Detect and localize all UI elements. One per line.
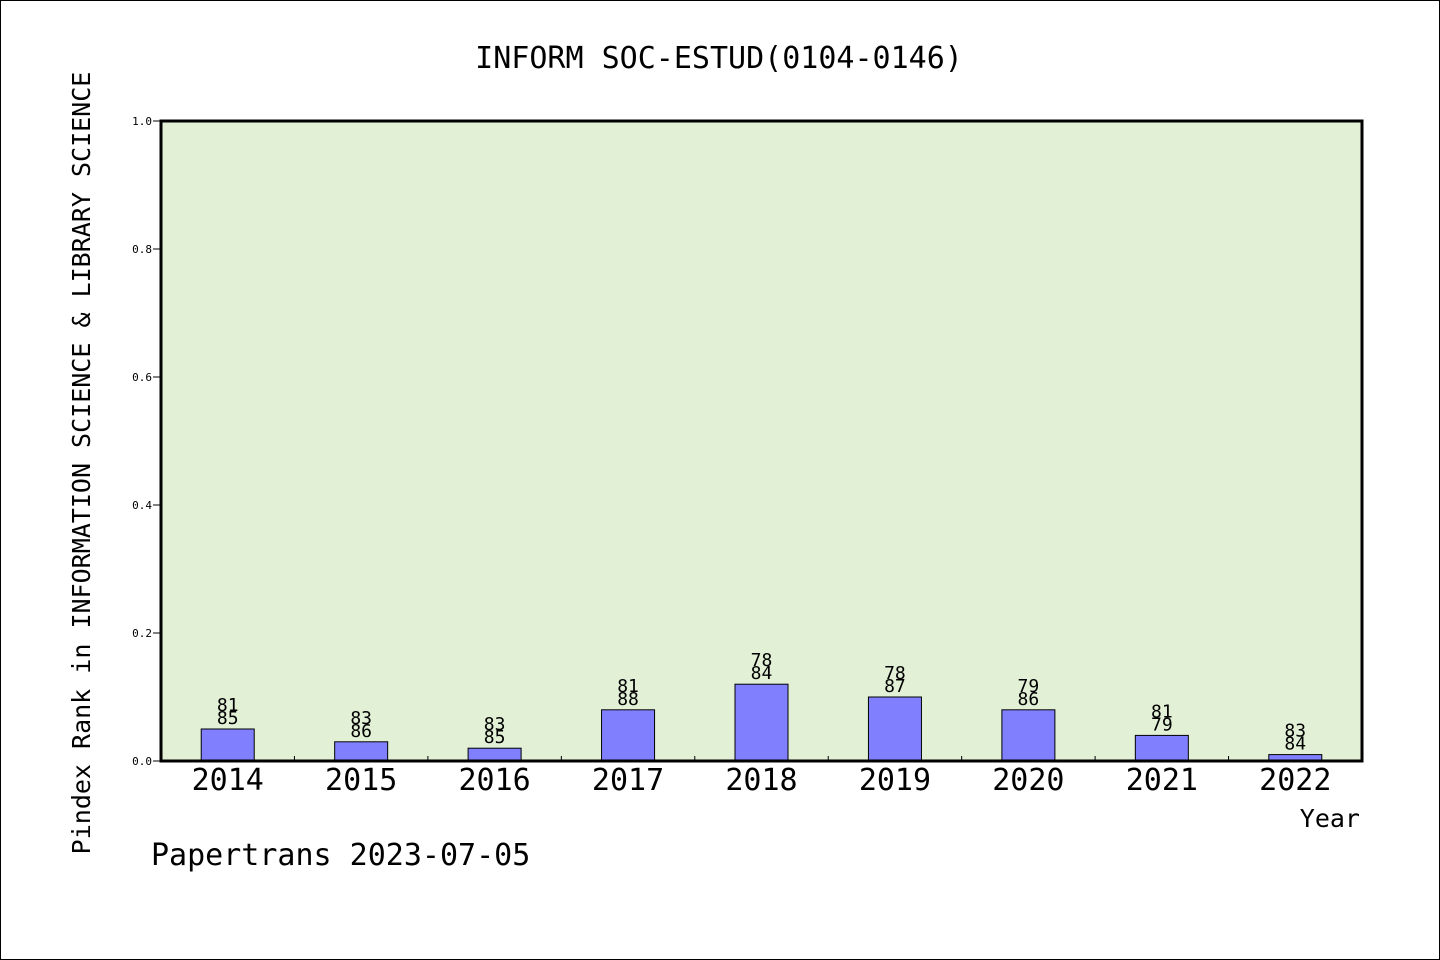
bar-2020 xyxy=(1001,709,1056,762)
bar-label-top: 79 xyxy=(1018,676,1040,697)
bar-label-top: 83 xyxy=(484,714,506,735)
bar-2016 xyxy=(467,747,522,762)
bar-label-top: 78 xyxy=(751,650,773,671)
bar-label-bottom: 86 xyxy=(350,721,372,742)
x-tick-label: 2018 xyxy=(725,763,797,798)
bar-label-bottom: 84 xyxy=(1284,734,1306,755)
bar-label-top: 83 xyxy=(350,708,372,729)
bar-2019 xyxy=(867,696,922,762)
plot-border xyxy=(159,119,1364,763)
x-tick-label: 2021 xyxy=(1126,763,1198,798)
plot-background xyxy=(161,121,1362,761)
bar-label-top: 83 xyxy=(1284,721,1306,742)
bar-2015 xyxy=(334,741,389,762)
y-tick-label: 0.0 xyxy=(132,755,152,768)
y-tick-label: 0.4 xyxy=(132,499,152,512)
y-tick-label: 0.6 xyxy=(132,371,152,384)
bar-label-bottom: 87 xyxy=(884,676,906,697)
bar-label-bottom: 84 xyxy=(751,663,773,684)
bar-2021 xyxy=(1134,734,1189,762)
bar-label-bottom: 86 xyxy=(1018,689,1040,710)
y-tick-label: 1.0 xyxy=(132,115,152,128)
y-tick-label: 0.8 xyxy=(132,243,152,256)
x-tick-label: 2022 xyxy=(1259,763,1331,798)
bar-2018 xyxy=(734,683,789,762)
bar-label-top: 81 xyxy=(1151,701,1173,722)
bar-label-top: 81 xyxy=(217,695,239,716)
chart-title: INFORM SOC-ESTUD(0104-0146) xyxy=(475,41,963,76)
footer-credit: Papertrans 2023-07-05 xyxy=(151,838,530,873)
y-axis-ticks: 0.0 0.2 0.4 0.6 0.8 1.0 xyxy=(132,115,161,768)
x-tick-label: 2019 xyxy=(859,763,931,798)
x-tick-label: 2020 xyxy=(992,763,1064,798)
x-tick-label: 2014 xyxy=(192,763,264,798)
bar-2017 xyxy=(601,709,656,762)
bar-2014 xyxy=(200,728,255,762)
bar-label-top: 78 xyxy=(884,663,906,684)
bar-label-bottom: 85 xyxy=(217,708,239,729)
x-axis-ticks: 2014 2015 2016 2017 2018 2019 2020 2021 2022 xyxy=(192,756,1331,798)
bar-label-top: 81 xyxy=(617,676,639,697)
y-tick-label: 0.2 xyxy=(132,627,152,640)
x-tick-label: 2015 xyxy=(325,763,397,798)
y-axis-label: Pindex Rank in INFORMATION SCIENCE & LIB… xyxy=(67,72,96,855)
bar-label-bottom: 79 xyxy=(1151,714,1173,735)
x-tick-label: 2017 xyxy=(592,763,664,798)
bar-label-bottom: 88 xyxy=(617,689,639,710)
x-tick-label: 2016 xyxy=(458,763,530,798)
x-axis-label: Year xyxy=(1300,804,1360,833)
bar-label-bottom: 85 xyxy=(484,727,506,748)
